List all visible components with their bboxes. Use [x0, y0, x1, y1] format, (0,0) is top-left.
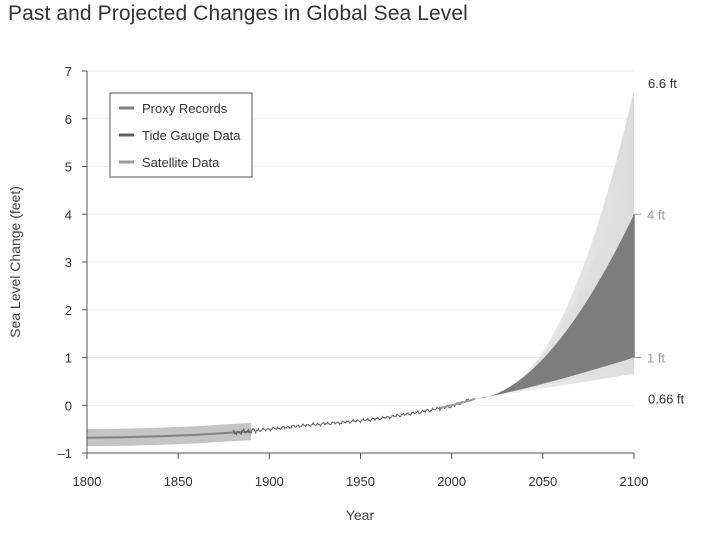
proxy-records-line — [86, 430, 252, 439]
axes: –1 0 1 2 3 4 5 6 7 1800 1850 1900 1950 2000 2050 2100 — [58, 64, 649, 489]
annotation-label: 0.66 ft — [648, 392, 685, 407]
annotation-label: 6.6 ft — [648, 76, 677, 91]
x-tick-label: 2050 — [528, 474, 557, 489]
tide-gauge-line — [232, 398, 471, 436]
likely-range-area — [475, 214, 634, 399]
x-axis-label: Year — [346, 507, 375, 523]
legend: Proxy Records Tide Gauge Data Satellite Da… — [109, 92, 253, 178]
x-tick-label: 1900 — [255, 474, 284, 489]
chart-title: Past and Projected Changes in Global Sea… — [8, 2, 468, 25]
x-tick-label: 2000 — [437, 474, 466, 489]
x-tick-label: 1850 — [164, 474, 193, 489]
legend-label: Tide Gauge Data — [142, 128, 241, 143]
y-tick-label: 3 — [65, 255, 72, 270]
legend-label: Proxy Records — [142, 101, 228, 116]
y-axis-label: Sea Level Change (feet) — [7, 186, 23, 338]
satellite-line — [438, 397, 476, 410]
y-tick-label: 2 — [65, 303, 72, 318]
projection-layer — [475, 90, 635, 399]
legend-label: Satellite Data — [142, 155, 220, 170]
x-tick-label: 2100 — [620, 474, 649, 489]
grid-lines — [87, 70, 634, 406]
annotation-label: 4 ft — [647, 207, 665, 222]
y-tick-label: 0 — [65, 398, 72, 413]
proxy-records-band — [87, 422, 252, 447]
y-tick-label: 4 — [65, 207, 72, 222]
y-tick-label: 5 — [65, 160, 72, 175]
y-tick-label: –1 — [58, 446, 72, 461]
annotation-label: 1 ft — [647, 351, 665, 366]
x-tick-label: 1800 — [73, 474, 102, 489]
x-tick-label: 1950 — [346, 474, 375, 489]
projection-annotations: 6.6 ft 4 ft 1 ft 0.66 ft — [634, 76, 685, 407]
observation-layer — [86, 397, 476, 447]
y-tick-label: 6 — [65, 112, 72, 127]
y-tick-label: 1 — [65, 351, 72, 366]
y-tick-label: 7 — [65, 64, 72, 79]
